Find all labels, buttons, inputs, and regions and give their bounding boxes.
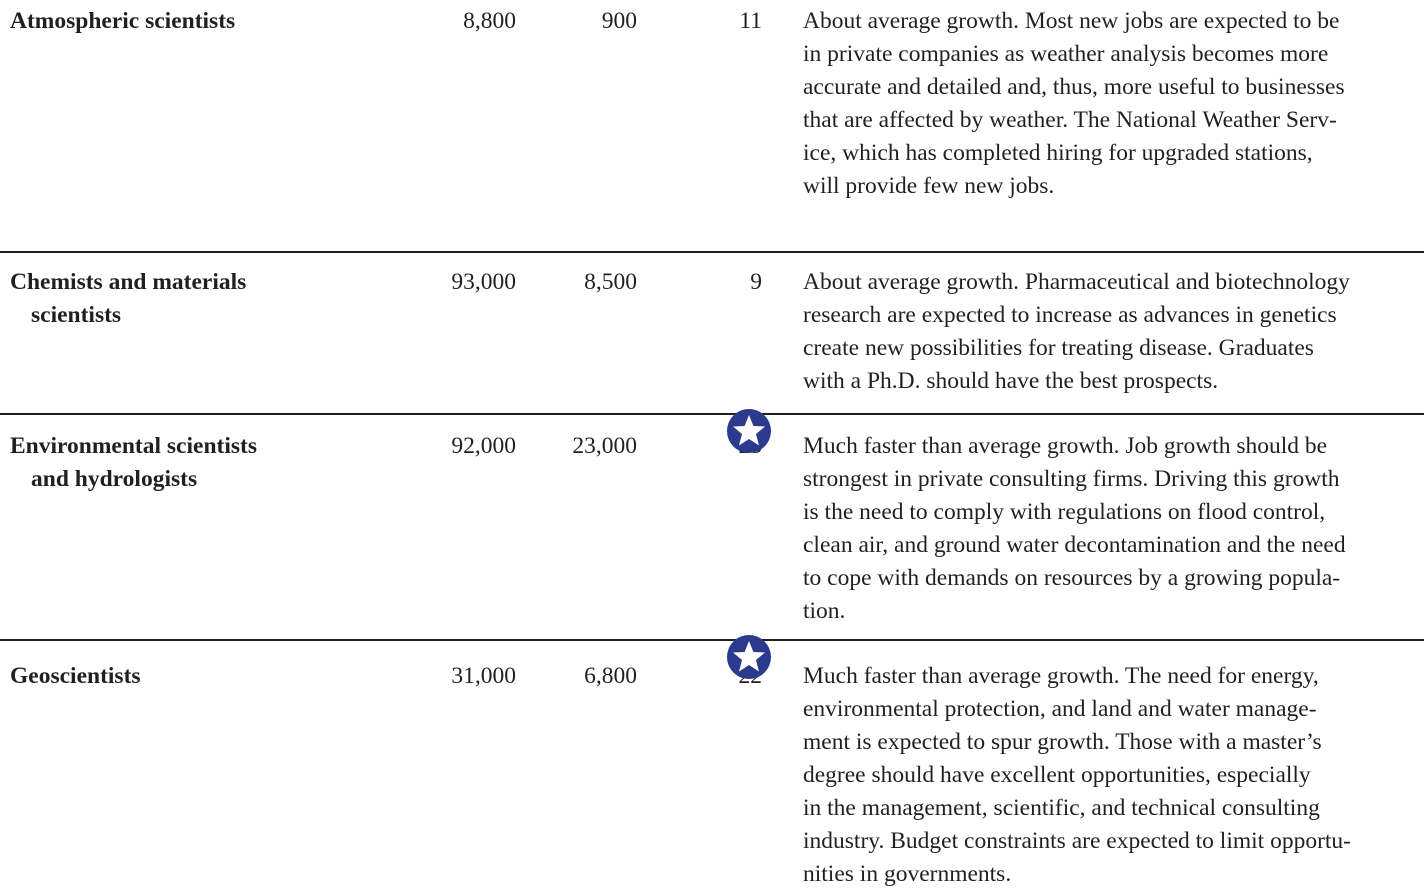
outlook-line: research are expected to increase as adv… [803,302,1337,328]
percent-change: 9 [750,269,762,295]
outlook-line: in private companies as weather analysis… [803,41,1329,67]
occupation: Atmospheric scientists [10,5,235,38]
row-separator [0,413,1424,415]
outlook-line: Much faster than average growth. Job gro… [803,433,1328,459]
outlook-line: ment is expected to spur growth. Those w… [803,729,1322,755]
page: Atmospheric scientists 8,800 900 11 About av… [0,5,1424,887]
outlook-line: environmental protection, and land and w… [803,696,1317,722]
outlook-line: to cope with demands on resources by a g… [803,565,1341,591]
employment: 8,800 [463,8,516,34]
occupation: Geoscientists [10,660,141,693]
outlook-line: tion. [803,598,846,624]
outlook-line: nities in governments. [803,861,1012,887]
outlook-line: strongest in private consulting firms. D… [803,466,1340,492]
occupation-line: Environmental scientists [10,433,257,459]
occupation-line: Atmospheric scientists [10,8,236,34]
outlook-line: About average growth. Most new jobs are … [803,8,1340,34]
row-separator [0,639,1424,641]
outlook-line: that are affected by weather. The Nation… [803,107,1337,133]
star-icon [727,635,771,679]
percent-change: 11 [739,8,762,34]
occupation-line: and hydrologists [31,466,198,492]
employment-change: 23,000 [572,433,637,459]
outlook-line: accurate and detailed and, thus, more us… [803,74,1345,100]
occupation-line: scientists [31,302,122,328]
employment: 31,000 [451,663,516,689]
employment: 92,000 [451,433,516,459]
occupation-line: Chemists and materials [10,269,247,295]
outlook-line: will provide few new jobs. [803,173,1055,199]
star-icon [727,409,771,453]
outlook-line: in the management, scientific, and techn… [803,795,1320,821]
employment-change: 8,500 [584,269,637,295]
outlook: Much faster than average growth. Job gro… [803,430,1346,628]
outlook: About average growth. Pharmaceutical and… [803,266,1350,398]
occupation-line: Geoscientists [10,663,141,689]
occupation: Environmental scientists and hydrologists [10,430,257,496]
outlook-line: create new possibilities for treating di… [803,335,1314,361]
outlook-line: ice, which has completed hiring for upgr… [803,140,1313,166]
employment: 93,000 [451,269,516,295]
employment-change: 900 [601,8,637,34]
outlook-line: with a Ph.D. should have the best prospe… [803,368,1219,394]
outlook-line: is the need to comply with regulations o… [803,499,1326,525]
occupation: Chemists and materials scientists [10,266,246,332]
row-separator [0,251,1424,253]
employment-change: 6,800 [584,663,637,689]
outlook: About average growth. Most new jobs are … [803,5,1345,203]
outlook-line: clean air, and ground water decontaminat… [803,532,1346,558]
outlook: Much faster than average growth. The nee… [803,660,1351,891]
outlook-line: About average growth. Pharmaceutical and… [803,269,1350,295]
outlook-line: Much faster than average growth. The nee… [803,663,1319,689]
outlook-line: industry. Budget constraints are expecte… [803,828,1351,854]
outlook-line: degree should have excellent opportuniti… [803,762,1311,788]
